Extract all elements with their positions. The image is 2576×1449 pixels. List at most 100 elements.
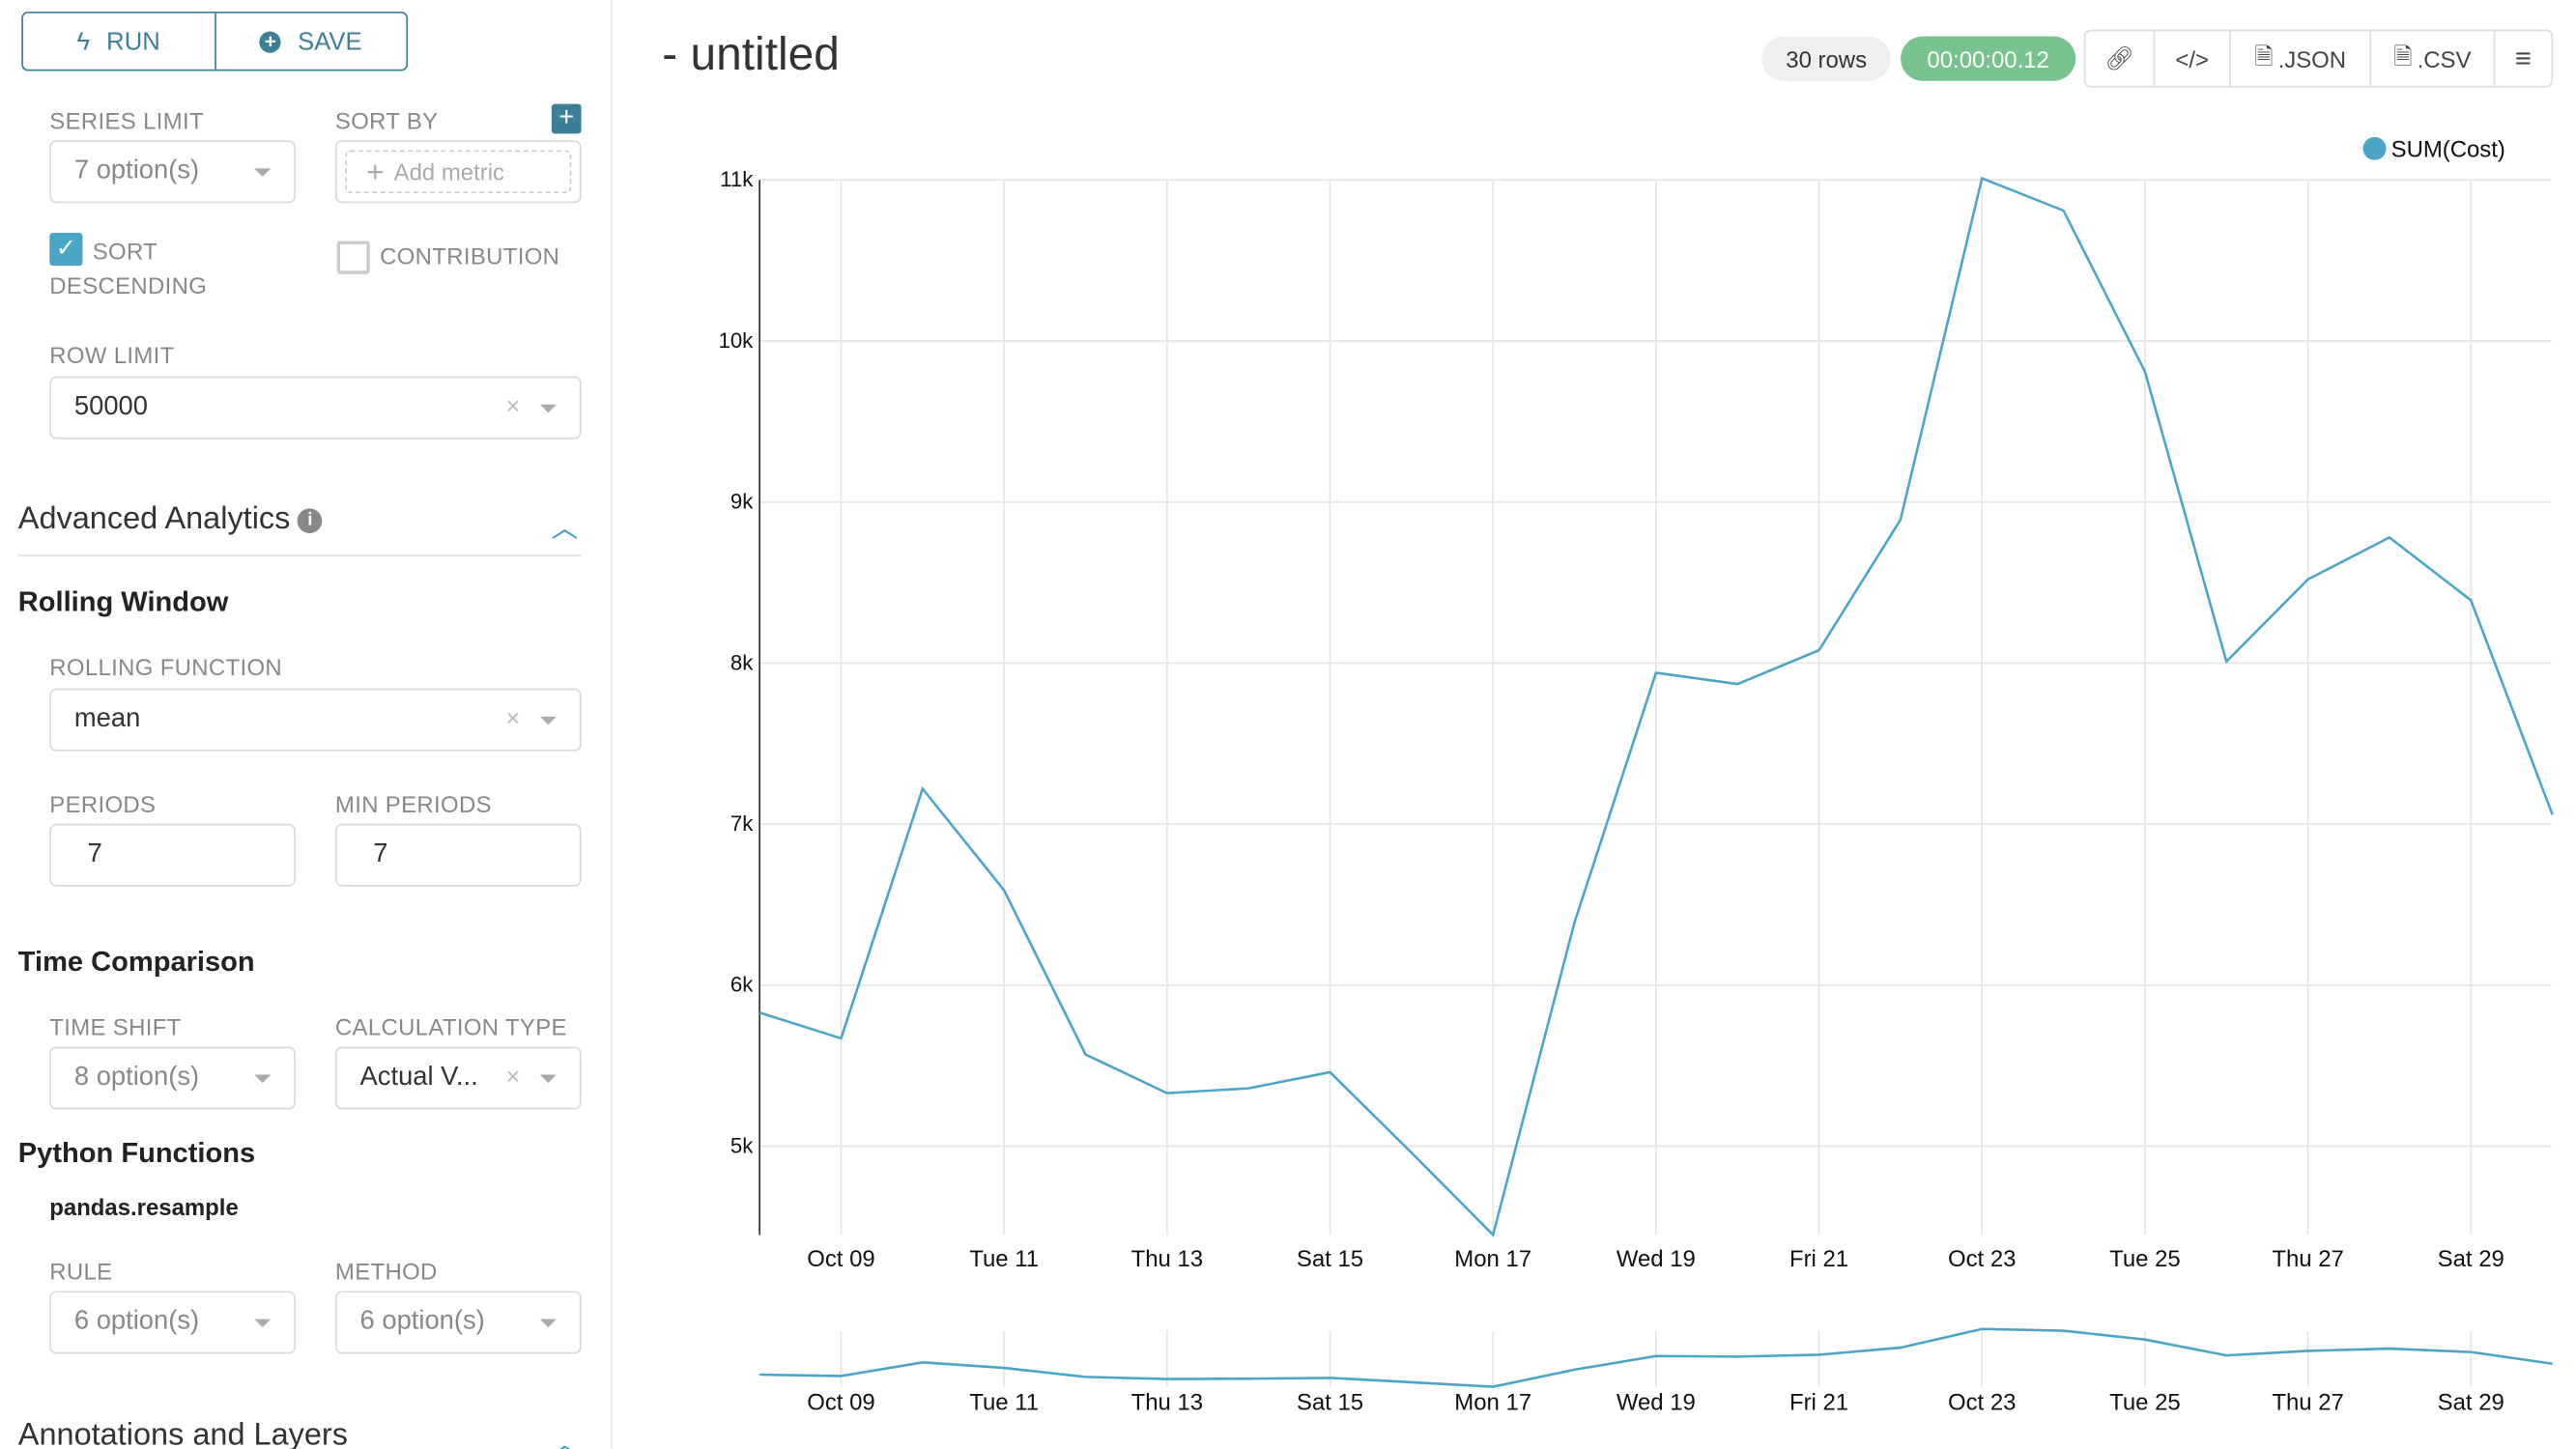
x-tick-label: Thu 13 [1131, 1246, 1203, 1272]
rule-label: RULE [49, 1258, 113, 1285]
min-periods-input[interactable]: 7 [334, 823, 582, 887]
caret-down-icon [254, 1319, 272, 1328]
export-json-button[interactable]: 🗎︎ .JSON [2229, 31, 2369, 86]
control-panel: ϟ RUN + SAVE SERIES LIMIT 7 option(s) SORT… [0, 0, 614, 1449]
file-text-icon: 🗎︎ [2393, 42, 2413, 69]
y-tick-label: 8k [730, 650, 754, 674]
calculation-type-select[interactable]: Actual V... × [334, 1046, 582, 1110]
method-select[interactable]: 6 option(s) [334, 1291, 582, 1354]
min-periods-value: 7 [373, 839, 388, 868]
time-shift-select[interactable]: 8 option(s) [49, 1046, 296, 1110]
query-timer-badge: 00:00:00.12 [1901, 36, 2076, 81]
mini-x-tick-label: Sat 15 [1297, 1389, 1363, 1415]
contribution-checkbox[interactable] [336, 241, 370, 274]
y-tick-label: 7k [730, 811, 754, 836]
clear-icon[interactable]: × [505, 392, 521, 421]
pandas-resample-title: pandas.resample [49, 1193, 239, 1220]
plus-icon: + [366, 154, 385, 187]
caret-down-icon [539, 1319, 557, 1328]
calculation-type-value: Actual V... [359, 1063, 478, 1092]
mini-x-tick-label: Sat 29 [2438, 1389, 2504, 1415]
y-tick-label: 11k [720, 167, 754, 191]
info-icon: i [297, 508, 323, 534]
x-tick-label: Tue 11 [969, 1246, 1039, 1272]
sort-label: SORT [92, 238, 158, 265]
calculation-type-label: CALCULATION TYPE [334, 1013, 567, 1040]
legend-label[interactable]: SUM(Cost) [2391, 136, 2505, 162]
export-csv-button[interactable]: 🗎︎ .CSV [2369, 31, 2493, 86]
x-tick-label: Oct 09 [807, 1246, 874, 1272]
annotations-header[interactable]: Annotations and Layers ︿ [18, 1418, 582, 1449]
mini-x-tick-label: Mon 17 [1454, 1389, 1531, 1415]
sort-descending-checkbox[interactable]: ✓ [49, 232, 83, 267]
method-value: 6 option(s) [359, 1307, 485, 1336]
time-shift-value: 8 option(s) [73, 1063, 200, 1092]
row-count-badge: 30 rows [1761, 36, 1891, 81]
mini-x-tick-label: Fri 21 [1789, 1389, 1848, 1415]
y-tick-label: 5k [730, 1133, 754, 1157]
periods-label: PERIODS [49, 790, 157, 817]
x-tick-label: Mon 17 [1454, 1246, 1531, 1272]
run-label: RUN [106, 27, 160, 56]
legend-swatch[interactable] [2362, 136, 2387, 160]
rolling-function-label: ROLLING FUNCTION [49, 653, 283, 681]
chart-title[interactable]: - untitled [662, 28, 840, 80]
row-limit-value: 50000 [73, 392, 148, 421]
caret-down-icon [539, 1074, 557, 1084]
add-metric-placeholder: Add metric [393, 158, 504, 185]
x-tick-label: Thu 27 [2272, 1246, 2343, 1272]
series-limit-select[interactable]: 7 option(s) [49, 140, 296, 204]
periods-input[interactable]: 7 [49, 823, 296, 887]
method-label: METHOD [334, 1258, 438, 1285]
advanced-analytics-header[interactable]: Advanced Analytics i ︿ [17, 502, 582, 556]
caret-down-icon [254, 168, 272, 177]
series-limit-label: SERIES LIMIT [49, 107, 204, 134]
code-icon: </> [2175, 44, 2210, 72]
row-limit-label: ROW LIMIT [49, 341, 175, 369]
chart-actions: 🔗︎ </> 🗎︎ .JSON 🗎︎ .CSV ≡ [2083, 29, 2554, 88]
caret-down-icon [539, 716, 557, 725]
add-metric-button[interactable]: + Add metric [345, 150, 572, 193]
x-tick-label: Sat 15 [1297, 1246, 1363, 1272]
save-label: SAVE [298, 27, 362, 56]
mini-x-tick-label: Tue 11 [969, 1389, 1039, 1415]
save-button[interactable]: + SAVE [214, 13, 406, 70]
embed-button[interactable]: </> [2153, 31, 2230, 86]
x-tick-label: Fri 21 [1789, 1246, 1848, 1272]
clear-icon[interactable]: × [505, 704, 521, 733]
mini-x-tick-label: Thu 13 [1131, 1389, 1203, 1415]
rolling-window-title: Rolling Window [17, 585, 229, 618]
chevron-up-icon[interactable]: ︿ [551, 515, 579, 544]
min-periods-label: MIN PERIODS [334, 790, 492, 817]
y-tick-label: 6k [730, 973, 754, 997]
row-limit-select[interactable]: 50000 × [49, 376, 582, 440]
x-tick-label: Sat 29 [2438, 1246, 2504, 1272]
annotations-title: Annotations and Layers [17, 1418, 348, 1449]
descending-label: DESCENDING [49, 271, 208, 299]
file-code-icon: 🗎︎ [2254, 42, 2274, 69]
mini-x-tick-label: Wed 19 [1617, 1389, 1696, 1415]
run-button[interactable]: ϟ RUN [23, 14, 214, 70]
x-tick-label: Wed 19 [1617, 1246, 1696, 1272]
json-label: .JSON [2277, 44, 2347, 72]
contribution-label: CONTRIBUTION [380, 242, 560, 270]
rolling-function-value: mean [73, 704, 141, 733]
mini-x-tick-label: Thu 27 [2272, 1389, 2343, 1415]
add-sort-button[interactable]: + [551, 103, 582, 134]
series-limit-value: 7 option(s) [73, 156, 200, 185]
clear-icon[interactable]: × [505, 1063, 521, 1092]
y-tick-label: 9k [730, 490, 754, 514]
mini-x-tick-label: Tue 25 [2109, 1389, 2181, 1415]
chevron-up-icon[interactable]: ︿ [551, 1431, 579, 1449]
caret-down-icon [539, 404, 557, 413]
link-button[interactable]: 🔗︎ [2085, 31, 2153, 85]
sort-by-field[interactable]: + Add metric [334, 140, 582, 204]
more-menu-button[interactable]: ≡ [2493, 31, 2552, 86]
rolling-function-select[interactable]: mean × [49, 688, 582, 752]
hamburger-icon: ≡ [2514, 42, 2532, 74]
rule-select[interactable]: 6 option(s) [49, 1291, 296, 1354]
brush-preview-line[interactable] [759, 1327, 2553, 1388]
x-tick-label: Tue 25 [2109, 1246, 2181, 1272]
plus-circle-icon: + [259, 30, 282, 53]
